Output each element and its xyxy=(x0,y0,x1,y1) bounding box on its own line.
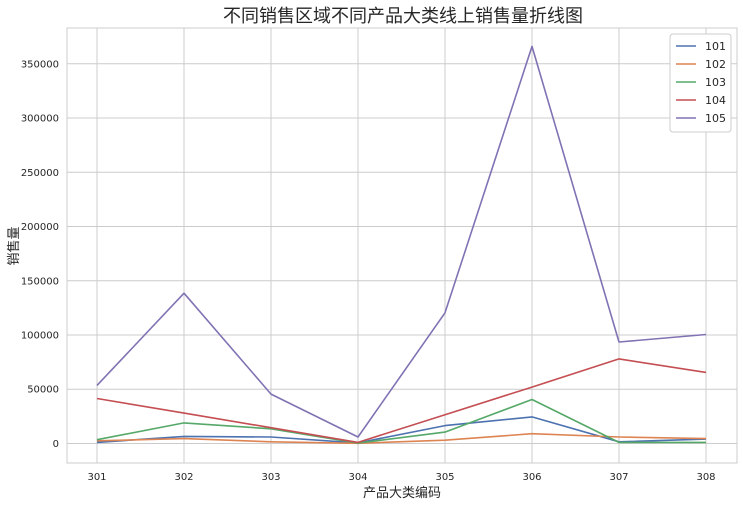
y-tick-label: 0 xyxy=(53,439,59,450)
series-line-103 xyxy=(96,398,706,444)
legend-label-101: 101 xyxy=(705,40,726,53)
plot-area xyxy=(66,27,738,464)
y-axis-label: 销售量 xyxy=(6,226,22,265)
y-tick-label: 100000 xyxy=(21,330,59,341)
x-tick-label: 303 xyxy=(261,472,280,483)
x-tick-label: 305 xyxy=(435,472,454,483)
x-tick-label: 304 xyxy=(348,472,367,483)
y-tick-label: 200000 xyxy=(21,222,59,233)
x-axis-label: 产品大类编码 xyxy=(363,486,441,501)
legend-box xyxy=(669,33,732,133)
legend-label-104: 104 xyxy=(705,94,726,107)
series-line-104 xyxy=(96,358,707,444)
x-tick-label: 307 xyxy=(609,472,628,483)
x-tick-label: 301 xyxy=(87,472,106,483)
series-line-102 xyxy=(96,432,707,445)
y-tick-label: 300000 xyxy=(21,114,59,125)
y-tick-label: 50000 xyxy=(27,385,59,396)
legend: 101 102 103 104 105 xyxy=(669,33,732,133)
chart-title: 不同销售区域不同产品大类线上销售量折线图 xyxy=(223,6,583,27)
y-tick-label: 250000 xyxy=(21,168,59,179)
series-lines xyxy=(96,45,707,445)
legend-label-102: 102 xyxy=(705,58,726,71)
y-tick-label: 150000 xyxy=(21,276,59,287)
grid-lines xyxy=(67,28,737,463)
y-tick-label: 350000 xyxy=(21,59,59,70)
y-axis-ticks: 0 50000 100000 150000 200000 250000 300000 3500… xyxy=(21,59,59,450)
x-tick-label: 306 xyxy=(522,472,541,483)
series-line-101 xyxy=(96,416,707,444)
series-line-105 xyxy=(96,45,707,438)
legend-label-105: 105 xyxy=(705,112,726,125)
x-tick-label: 308 xyxy=(696,472,715,483)
x-tick-label: 302 xyxy=(174,472,193,483)
x-axis-ticks: 301 302 303 304 305 306 307 308 xyxy=(87,472,715,483)
legend-label-103: 103 xyxy=(705,76,726,89)
